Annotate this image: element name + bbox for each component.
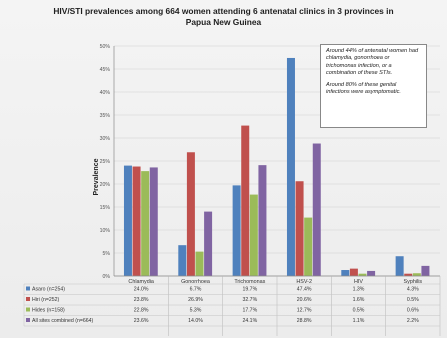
bar-hiri-chlamydia — [132, 166, 141, 276]
category-label: HSV-2 — [296, 279, 312, 285]
table-cell: 12.7% — [297, 307, 312, 313]
y-tick-label: 15% — [100, 205, 111, 211]
y-tick-label: 30% — [100, 136, 111, 142]
category-label: HIV — [354, 279, 363, 285]
table-cell: 4.3% — [407, 286, 419, 292]
bar-all-syphilis — [421, 265, 430, 276]
table-cell: 28.8% — [297, 318, 312, 324]
legend-label-asaro: Asaro (n=254) — [32, 286, 65, 292]
annotation-box: Around 44% of antenatal women had chlamy… — [320, 44, 427, 128]
category-label: Trichomonas — [234, 279, 265, 285]
category-label: Syphilis — [404, 279, 423, 285]
legend-label-all: All sites combined (n=664) — [32, 318, 94, 324]
table-cell: 22.8% — [134, 307, 149, 313]
bar-asaro-trichomonas — [232, 185, 241, 276]
bar-hides-hiv — [358, 273, 367, 276]
table-cell: 2.2% — [407, 318, 419, 324]
bar-all-hsv-2 — [312, 143, 321, 276]
bar-all-gonorrhoea — [204, 211, 213, 276]
y-tick-label: 10% — [100, 228, 111, 234]
bar-hides-gonorrhoea — [195, 251, 204, 276]
legend-swatch-all — [26, 318, 30, 322]
bar-all-chlamydia — [149, 167, 158, 276]
y-tick-label: 0% — [103, 274, 111, 280]
bar-asaro-hsv-2 — [286, 57, 295, 277]
bar-hiri-trichomonas — [241, 125, 250, 276]
bar-asaro-chlamydia — [123, 165, 132, 276]
table-cell: 1.1% — [353, 318, 365, 324]
y-axis-ticks: 0% 5% 10% 15% 20% 25% 30% 35% 40% 45% 50% — [100, 44, 111, 280]
table-cell: 1.6% — [353, 297, 365, 303]
table-cell: 32.7% — [242, 297, 257, 303]
y-axis-label: Prevalence — [93, 158, 100, 195]
data-table: Asaro (n=254) 24.0% 6.7% 19.7% 47.4% 1.3% 4.3%… — [23, 283, 440, 327]
legend-swatch-asaro — [26, 286, 30, 291]
chart-title: HIV/STI prevalences among 664 women atte… — [10, 6, 437, 28]
table-cell: 23.6% — [134, 318, 149, 324]
bar-all-hiv — [367, 270, 376, 276]
y-tick-label: 25% — [100, 159, 111, 165]
annotation-text-1: Around 44% of antenatal women had chlamy… — [326, 48, 419, 77]
table-cell: 26.9% — [188, 297, 203, 303]
bar-hides-trichomonas — [249, 194, 258, 276]
table-cell: 47.4% — [297, 286, 312, 292]
table-cell: 5.3% — [190, 307, 202, 313]
bar-all-trichomonas — [258, 165, 267, 276]
bar-hides-chlamydia — [141, 171, 150, 276]
y-tick-label: 20% — [100, 182, 111, 188]
bar-hides-hsv-2 — [304, 217, 313, 276]
category-label: Chlamydia — [128, 279, 153, 285]
legend-swatch-hides — [26, 307, 30, 312]
table-cell: 1.3% — [353, 286, 365, 292]
title-line-2: Papua New Guinea — [185, 17, 262, 27]
legend-label-hides: Hides (n=158) — [32, 307, 65, 313]
y-tick-label: 50% — [100, 44, 111, 50]
bar-hiri-gonorrhoea — [186, 152, 195, 276]
table-cell: 19.7% — [242, 286, 257, 292]
bar-hides-syphilis — [412, 273, 421, 276]
bar-asaro-gonorrhoea — [178, 245, 187, 276]
title-line-1: HIV/STI prevalences among 664 women atte… — [53, 6, 394, 16]
legend-swatch-hiri — [26, 297, 30, 301]
category-label: Gonorrhoea — [181, 279, 210, 285]
table-cell: 14.0% — [188, 318, 203, 324]
table-cell: 6.7% — [190, 286, 202, 292]
legend-label-hiri: Hiri (n=252) — [32, 297, 60, 303]
table-cell: 17.7% — [242, 307, 257, 313]
table-cell: 24.1% — [242, 318, 257, 324]
y-tick-label: 45% — [100, 67, 111, 73]
y-tick-label: 5% — [103, 251, 111, 257]
bar-hiri-hsv-2 — [295, 181, 304, 276]
bars — [123, 57, 430, 277]
table-cell: 20.6% — [297, 297, 312, 303]
bar-hiri-hiv — [349, 268, 358, 276]
table-cell: 0.5% — [407, 297, 419, 303]
y-tick-label: 40% — [100, 90, 111, 96]
table-cell: 24.0% — [134, 286, 149, 292]
annotation-text-2: Around 80% of these genital infections w… — [326, 81, 401, 96]
bar-asaro-syphilis — [395, 256, 404, 276]
bar-asaro-hiv — [341, 270, 350, 276]
category-labels: Chlamydia Gonorrhoea Trichomonas HSV-2 HIV Sy… — [128, 279, 422, 285]
y-tick-label: 35% — [100, 113, 111, 119]
table-cell: 0.5% — [353, 307, 365, 313]
table-cell: 0.6% — [407, 307, 419, 313]
table-cell: 23.8% — [134, 297, 149, 303]
bar-hiri-syphilis — [404, 273, 413, 276]
